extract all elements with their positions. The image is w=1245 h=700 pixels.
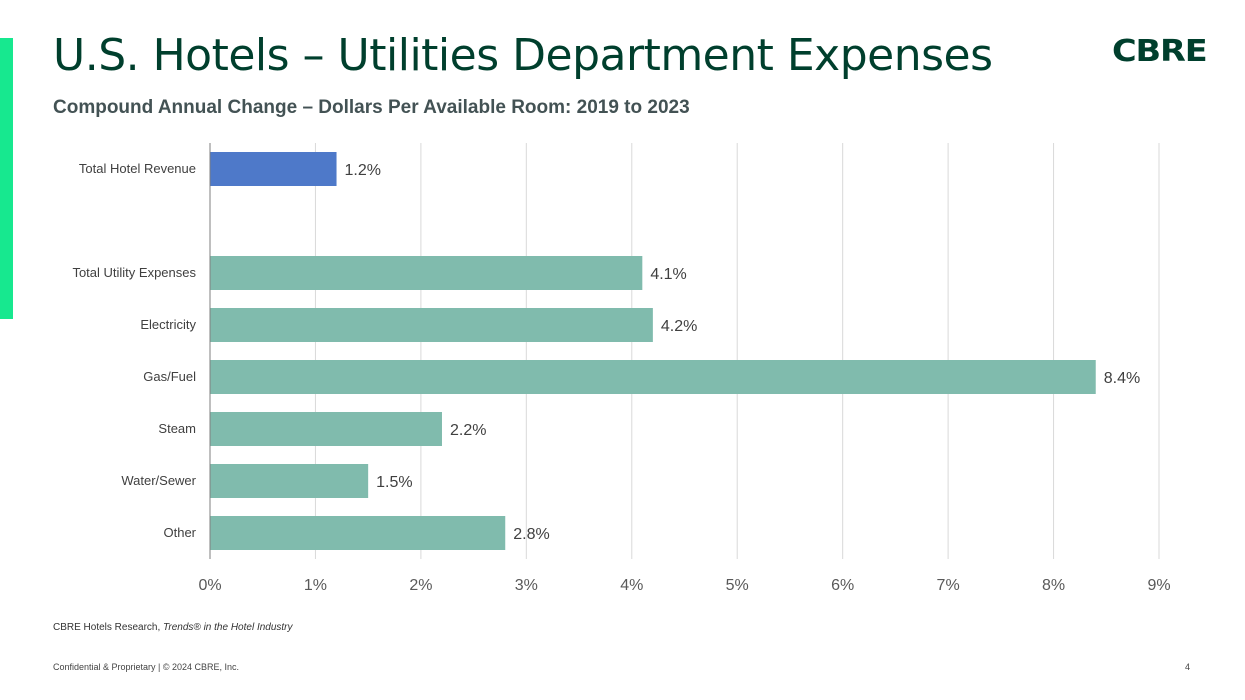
- x-tick-label: 2%: [409, 577, 432, 594]
- bar: [210, 152, 337, 186]
- category-label: Total Hotel Revenue: [79, 161, 196, 176]
- x-tick-label: 1%: [304, 577, 327, 594]
- x-tick-label: 7%: [937, 577, 960, 594]
- page-title: U.S. Hotels – Utilities Department Expen…: [53, 30, 993, 81]
- x-tick-label: 5%: [726, 577, 749, 594]
- bar: [210, 256, 643, 290]
- page-number: 4: [1185, 662, 1191, 672]
- x-tick-label: 6%: [831, 577, 854, 594]
- data-label: 2.8%: [513, 526, 549, 543]
- source-title: Trends® in the Hotel Industry: [163, 622, 293, 633]
- data-label: 4.2%: [661, 318, 697, 335]
- cbre-logo: CBRE: [1112, 34, 1208, 69]
- bar: [210, 516, 506, 550]
- bar: [210, 464, 369, 498]
- footer-text: Confidential & Proprietary | © 2024 CBRE…: [53, 662, 240, 672]
- category-label: Total Utility Expenses: [72, 265, 196, 280]
- source-prefix: CBRE Hotels Research,: [53, 622, 164, 633]
- data-label: 1.5%: [376, 474, 412, 491]
- x-tick-label: 4%: [620, 577, 643, 594]
- bar: [210, 308, 653, 342]
- data-label: 2.2%: [450, 422, 486, 439]
- category-label: Gas/Fuel: [143, 369, 196, 384]
- category-label: Electricity: [140, 317, 196, 332]
- x-tick-label: 3%: [515, 577, 538, 594]
- bar: [210, 412, 442, 446]
- data-label: 1.2%: [345, 162, 381, 179]
- category-label: Water/Sewer: [121, 473, 196, 488]
- data-label: 4.1%: [650, 266, 686, 283]
- x-tick-label: 8%: [1042, 577, 1065, 594]
- x-tick-label: 9%: [1147, 577, 1170, 594]
- category-label: Steam: [158, 421, 196, 436]
- x-tick-label: 0%: [198, 577, 221, 594]
- data-label: 8.4%: [1104, 370, 1140, 387]
- bar: [210, 360, 1096, 394]
- accent-bar: [0, 38, 13, 319]
- source-note: CBRE Hotels Research, Trends® in the Hot…: [53, 622, 293, 633]
- category-label: Other: [163, 525, 196, 540]
- page-subtitle: Compound Annual Change – Dollars Per Ava…: [53, 97, 690, 118]
